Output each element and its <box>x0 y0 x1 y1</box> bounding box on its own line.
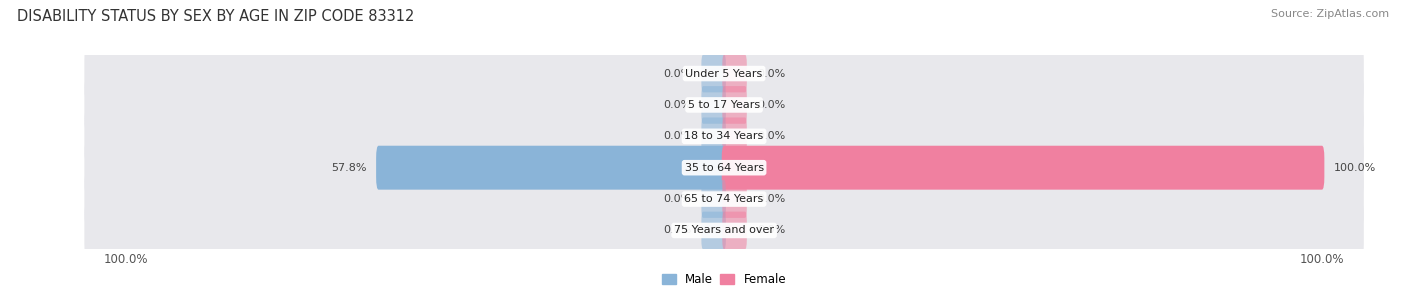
Text: 5 to 17 Years: 5 to 17 Years <box>688 100 761 110</box>
Text: 100.0%: 100.0% <box>1334 163 1376 173</box>
Text: 75 Years and over: 75 Years and over <box>673 226 775 236</box>
Text: 0.0%: 0.0% <box>756 100 785 110</box>
FancyBboxPatch shape <box>702 212 725 249</box>
Text: 0.0%: 0.0% <box>756 194 785 204</box>
Text: 0.0%: 0.0% <box>756 226 785 236</box>
Text: 0.0%: 0.0% <box>664 194 692 204</box>
FancyBboxPatch shape <box>84 139 1364 196</box>
Text: 0.0%: 0.0% <box>756 131 785 141</box>
FancyBboxPatch shape <box>702 55 725 92</box>
FancyBboxPatch shape <box>702 86 725 124</box>
FancyBboxPatch shape <box>721 146 1324 190</box>
FancyBboxPatch shape <box>723 180 747 218</box>
FancyBboxPatch shape <box>84 76 1364 133</box>
FancyBboxPatch shape <box>84 45 1364 102</box>
FancyBboxPatch shape <box>723 117 747 155</box>
Text: Source: ZipAtlas.com: Source: ZipAtlas.com <box>1271 9 1389 19</box>
FancyBboxPatch shape <box>377 146 727 190</box>
FancyBboxPatch shape <box>84 202 1364 259</box>
Text: 57.8%: 57.8% <box>330 163 367 173</box>
FancyBboxPatch shape <box>84 171 1364 228</box>
FancyBboxPatch shape <box>702 180 725 218</box>
FancyBboxPatch shape <box>84 108 1364 165</box>
Text: 35 to 64 Years: 35 to 64 Years <box>685 163 763 173</box>
FancyBboxPatch shape <box>702 117 725 155</box>
Text: 0.0%: 0.0% <box>664 226 692 236</box>
Legend: Male, Female: Male, Female <box>662 273 786 286</box>
Text: 18 to 34 Years: 18 to 34 Years <box>685 131 763 141</box>
Text: 0.0%: 0.0% <box>664 100 692 110</box>
FancyBboxPatch shape <box>723 55 747 92</box>
Text: Under 5 Years: Under 5 Years <box>686 68 762 78</box>
Text: 65 to 74 Years: 65 to 74 Years <box>685 194 763 204</box>
FancyBboxPatch shape <box>723 86 747 124</box>
Text: 0.0%: 0.0% <box>664 68 692 78</box>
Text: 0.0%: 0.0% <box>756 68 785 78</box>
Text: DISABILITY STATUS BY SEX BY AGE IN ZIP CODE 83312: DISABILITY STATUS BY SEX BY AGE IN ZIP C… <box>17 9 415 24</box>
Text: 0.0%: 0.0% <box>664 131 692 141</box>
FancyBboxPatch shape <box>723 212 747 249</box>
